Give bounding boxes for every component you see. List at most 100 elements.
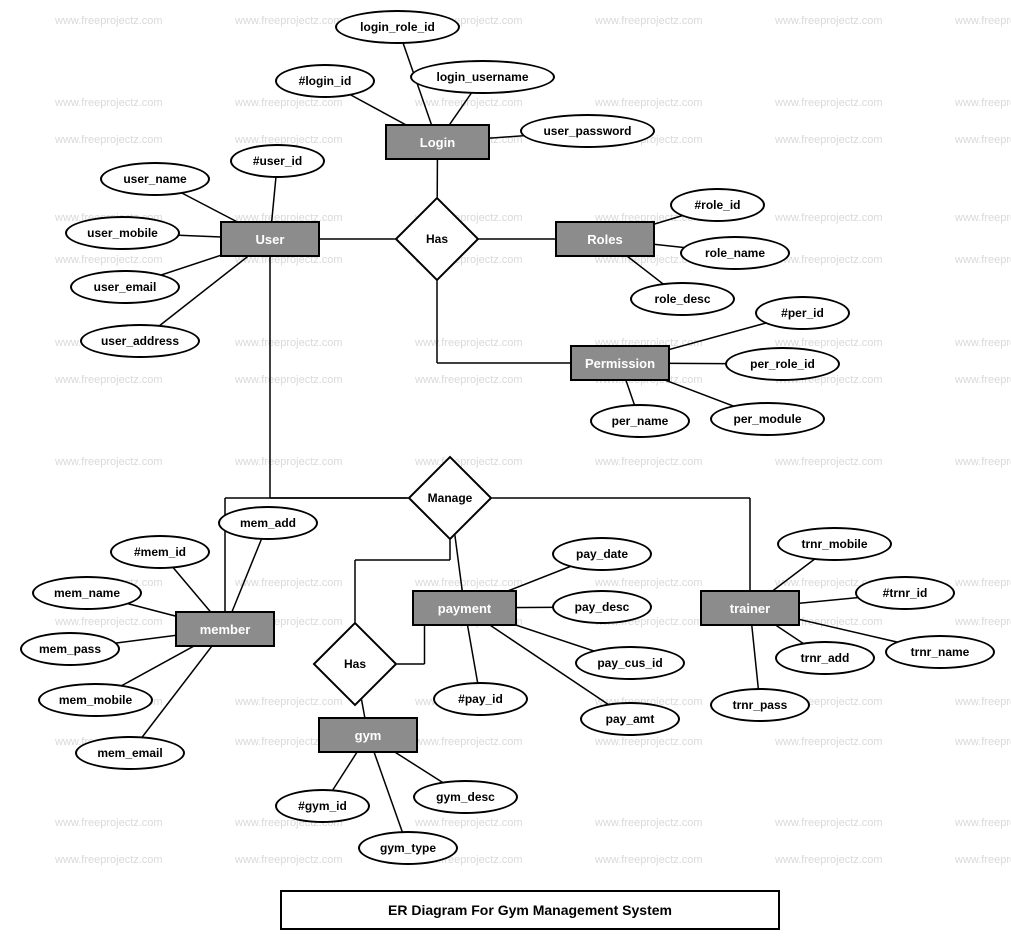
watermark-text: www.freeprojectz.com (55, 15, 163, 27)
entity-roles: Roles (555, 221, 655, 257)
relationship-label: Manage (428, 491, 473, 505)
attribute-user_address: user_address (80, 324, 200, 358)
watermark-text: www.freeprojectz.com (955, 616, 1011, 628)
watermark-text: www.freeprojectz.com (235, 577, 343, 589)
watermark-text: www.freeprojectz.com (955, 817, 1011, 829)
watermark-text: www.freeprojectz.com (415, 97, 523, 109)
watermark-text: www.freeprojectz.com (955, 254, 1011, 266)
attribute-user_id: #user_id (230, 144, 325, 178)
watermark-text: www.freeprojectz.com (775, 456, 883, 468)
watermark-text: www.freeprojectz.com (955, 97, 1011, 109)
attribute-role_name: role_name (680, 236, 790, 270)
watermark-text: www.freeprojectz.com (595, 456, 703, 468)
watermark-text: www.freeprojectz.com (55, 134, 163, 146)
watermark-text: www.freeprojectz.com (55, 854, 163, 866)
watermark-text: www.freeprojectz.com (55, 254, 163, 266)
watermark-text: www.freeprojectz.com (955, 854, 1011, 866)
attribute-login_username: login_username (410, 60, 555, 94)
attribute-trnr_id: #trnr_id (855, 576, 955, 610)
watermark-text: www.freeprojectz.com (415, 577, 523, 589)
attribute-per_name: per_name (590, 404, 690, 438)
relationship-has2: Has (325, 634, 385, 694)
attribute-user_mobile: user_mobile (65, 216, 180, 250)
attribute-pay_date: pay_date (552, 537, 652, 571)
attribute-gym_type: gym_type (358, 831, 458, 865)
entity-trainer: trainer (700, 590, 800, 626)
watermark-text: www.freeprojectz.com (415, 374, 523, 386)
watermark-text: www.freeprojectz.com (775, 134, 883, 146)
watermark-text: www.freeprojectz.com (415, 456, 523, 468)
attribute-pay_desc: pay_desc (552, 590, 652, 624)
entity-member: member (175, 611, 275, 647)
relationship-label: Has (344, 657, 366, 671)
watermark-text: www.freeprojectz.com (955, 212, 1011, 224)
entity-gym: gym (318, 717, 418, 753)
relationship-label: Has (426, 232, 448, 246)
watermark-text: www.freeprojectz.com (595, 97, 703, 109)
watermark-text: www.freeprojectz.com (235, 696, 343, 708)
watermark-text: www.freeprojectz.com (595, 736, 703, 748)
watermark-text: www.freeprojectz.com (955, 15, 1011, 27)
attribute-mem_email: mem_email (75, 736, 185, 770)
watermark-text: www.freeprojectz.com (955, 134, 1011, 146)
attribute-per_role_id: per_role_id (725, 347, 840, 381)
attribute-per_id: #per_id (755, 296, 850, 330)
attribute-mem_name: mem_name (32, 576, 142, 610)
watermark-text: www.freeprojectz.com (55, 817, 163, 829)
watermark-text: www.freeprojectz.com (235, 456, 343, 468)
attribute-mem_pass: mem_pass (20, 632, 120, 666)
attribute-trnr_mobile: trnr_mobile (777, 527, 892, 561)
watermark-text: www.freeprojectz.com (415, 337, 523, 349)
entity-permission: Permission (570, 345, 670, 381)
watermark-text: www.freeprojectz.com (775, 212, 883, 224)
watermark-text: www.freeprojectz.com (595, 854, 703, 866)
attribute-trnr_pass: trnr_pass (710, 688, 810, 722)
er-diagram-canvas: www.freeprojectz.com www.freeprojectz.com… (0, 0, 1011, 941)
watermark-text: www.freeprojectz.com (775, 736, 883, 748)
watermark-text: www.freeprojectz.com (775, 817, 883, 829)
watermark-text: www.freeprojectz.com (775, 854, 883, 866)
attribute-trnr_name: trnr_name (885, 635, 995, 669)
watermark-text: www.freeprojectz.com (55, 374, 163, 386)
watermark-text: www.freeprojectz.com (955, 337, 1011, 349)
diagram-title: ER Diagram For Gym Management System (280, 890, 780, 930)
attribute-pay_amt: pay_amt (580, 702, 680, 736)
watermark-text: www.freeprojectz.com (595, 817, 703, 829)
watermark-text: www.freeprojectz.com (235, 337, 343, 349)
attribute-role_id: #role_id (670, 188, 765, 222)
attribute-pay_cus_id: pay_cus_id (575, 646, 685, 680)
watermark-text: www.freeprojectz.com (775, 254, 883, 266)
watermark-text: www.freeprojectz.com (235, 15, 343, 27)
relationship-has1: Has (407, 209, 467, 269)
watermark-text: www.freeprojectz.com (595, 15, 703, 27)
watermark-text: www.freeprojectz.com (235, 97, 343, 109)
watermark-text: www.freeprojectz.com (415, 736, 523, 748)
attribute-trnr_add: trnr_add (775, 641, 875, 675)
entity-user: User (220, 221, 320, 257)
attribute-per_module: per_module (710, 402, 825, 436)
watermark-text: www.freeprojectz.com (775, 97, 883, 109)
watermark-text: www.freeprojectz.com (55, 616, 163, 628)
attribute-user_name: user_name (100, 162, 210, 196)
attribute-user_password: user_password (520, 114, 655, 148)
watermark-text: www.freeprojectz.com (775, 15, 883, 27)
watermark-text: www.freeprojectz.com (955, 374, 1011, 386)
watermark-text: www.freeprojectz.com (415, 817, 523, 829)
attribute-login_role_id: login_role_id (335, 10, 460, 44)
watermark-text: www.freeprojectz.com (955, 456, 1011, 468)
watermark-text: www.freeprojectz.com (55, 97, 163, 109)
attribute-gym_id: #gym_id (275, 789, 370, 823)
watermark-text: www.freeprojectz.com (955, 696, 1011, 708)
attribute-login_id: #login_id (275, 64, 375, 98)
attribute-role_desc: role_desc (630, 282, 735, 316)
watermark-text: www.freeprojectz.com (955, 736, 1011, 748)
attribute-mem_add: mem_add (218, 506, 318, 540)
attribute-user_email: user_email (70, 270, 180, 304)
watermark-text: www.freeprojectz.com (595, 577, 703, 589)
entity-login: Login (385, 124, 490, 160)
watermark-text: www.freeprojectz.com (235, 854, 343, 866)
watermark-text: www.freeprojectz.com (955, 577, 1011, 589)
entity-payment: payment (412, 590, 517, 626)
watermark-text: www.freeprojectz.com (55, 456, 163, 468)
watermark-text: www.freeprojectz.com (235, 374, 343, 386)
